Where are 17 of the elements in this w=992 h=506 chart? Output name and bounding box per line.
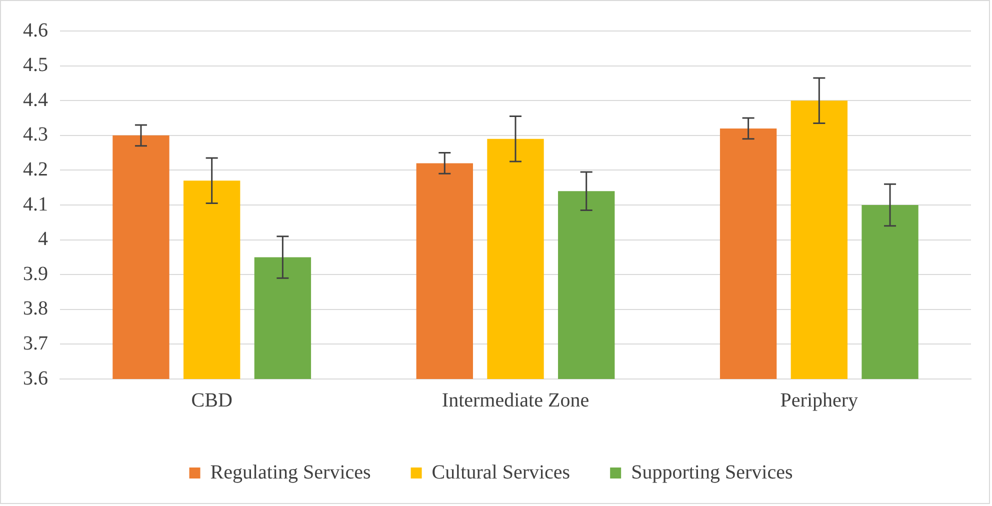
y-tick-label: 4.3 (23, 124, 48, 146)
y-tick-label: 4.4 (23, 88, 48, 111)
y-tick-label: 3.7 (23, 332, 48, 354)
y-tick-label: 3.6 (23, 367, 48, 390)
y-tick-label: 4 (38, 228, 48, 250)
y-tick-label: 3.9 (23, 262, 48, 285)
x-tick-label: Intermediate Zone (442, 389, 590, 412)
legend-label: Regulating Services (210, 461, 371, 484)
y-tick-label: 4.6 (23, 19, 48, 42)
y-tick-label: 4.1 (23, 193, 48, 216)
y-tick-label: 3.8 (23, 298, 48, 320)
y-tick-label: 4.2 (23, 158, 48, 180)
y-tick-label: 4.5 (23, 54, 48, 76)
x-tick-label: Periphery (780, 389, 858, 412)
legend-label: Cultural Services (432, 461, 570, 484)
legend-label: Supporting Services (631, 461, 793, 484)
x-tick-label: CBD (191, 389, 232, 412)
